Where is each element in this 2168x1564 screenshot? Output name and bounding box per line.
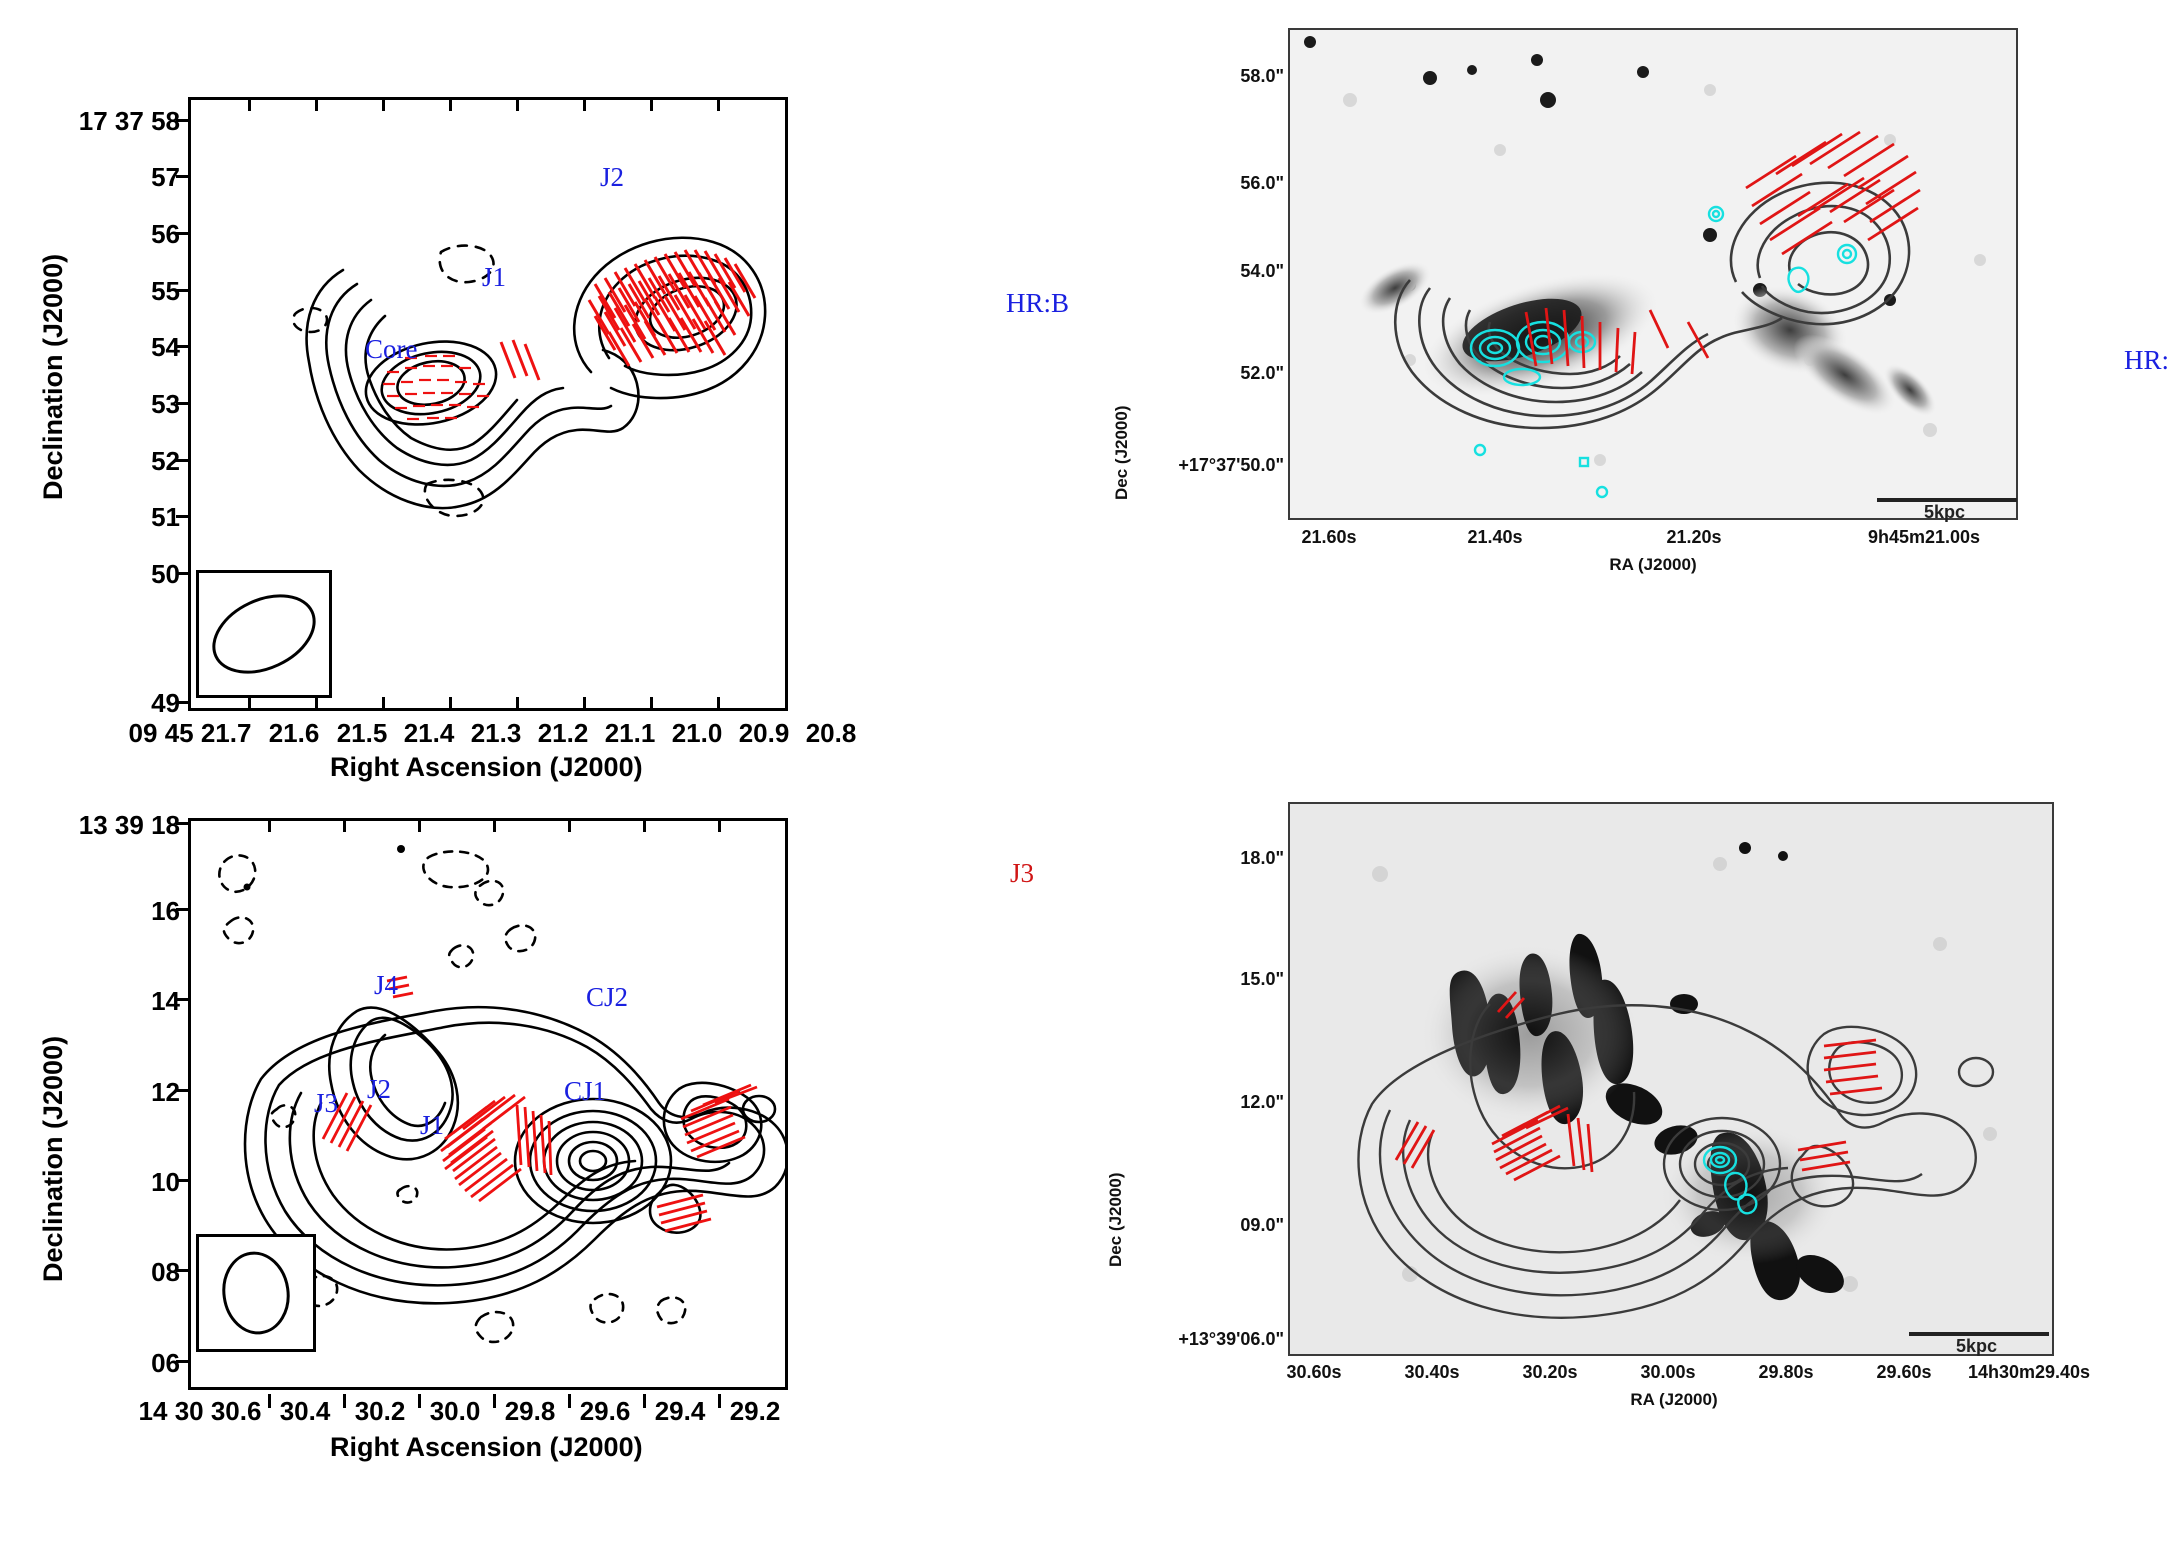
xtick-label: 9h45m21.00s xyxy=(1867,527,1981,547)
xtick-label: 29.8 xyxy=(504,1396,556,1426)
axis-label-y-bottom-right: Dec (J2000) xyxy=(1106,1172,1125,1267)
annotation-j4-bottom-left: J4 xyxy=(374,970,399,1000)
ytick-label: 54.0" xyxy=(1240,261,1284,281)
xtick-label: 21.5 xyxy=(336,718,388,748)
ytick-label: 53 xyxy=(151,389,180,419)
axis-label-x-bottom-left: Right Ascension (J2000) xyxy=(330,1432,643,1462)
polarization-vectors-j1 xyxy=(499,339,541,381)
panel-bottom-right: Dec (J2000) 18.0" 15.0" 12.0" 09.0" +13°… xyxy=(1010,782,2168,1564)
xtick-label: 09 45 21.7 xyxy=(128,718,252,748)
axis-label-x-top-right: RA (J2000) xyxy=(1609,555,1697,574)
ytick-label: +13°39'06.0" xyxy=(1178,1329,1284,1349)
optical-map-top-right xyxy=(1290,30,2016,518)
xtick-label: 30.00s xyxy=(1640,1362,1696,1382)
ytick-label: 50 xyxy=(151,559,180,589)
xtick-label: 20.9 xyxy=(738,718,790,748)
ytick-label: 08 xyxy=(151,1257,180,1287)
xtick-label: 30.2 xyxy=(354,1396,406,1426)
optical-map-bottom-right xyxy=(1290,804,2052,1354)
annotation-j2-top-left: J2 xyxy=(600,162,625,192)
xtick-label: 30.4 xyxy=(279,1396,331,1426)
xtick-label: 21.60s xyxy=(1301,527,1357,547)
annotation-cj2-bottom-left: CJ2 xyxy=(586,982,629,1012)
optical-image-bottom-right xyxy=(1288,802,2054,1356)
xtick-label: 21.40s xyxy=(1467,527,1523,547)
xtick-label: 30.20s xyxy=(1522,1362,1578,1382)
radio-map-top-left xyxy=(291,236,767,518)
scalebar-label-top-right: 5kpc xyxy=(1924,502,1966,522)
xtick-label: 29.4 xyxy=(654,1396,706,1426)
ytick-label: 51 xyxy=(151,502,180,532)
ytick-label: 13 39 18 xyxy=(78,810,180,840)
axis-label-x-bottom-right: RA (J2000) xyxy=(1630,1390,1718,1409)
annotation-j3-bottom-left: J3 xyxy=(314,1088,339,1118)
ytick-label: 06 xyxy=(151,1348,180,1378)
annotation-j2-bottom-left: J2 xyxy=(367,1074,392,1104)
ytick-label: 52.0" xyxy=(1240,363,1284,383)
ytick-label: 58.0" xyxy=(1240,66,1284,86)
panel-bottom-left: Declination (J2000) 13 39 18 16 14 12 10… xyxy=(0,782,1084,1564)
optical-image-top-right xyxy=(1288,28,2018,520)
annotation-core-top-left: Core xyxy=(365,334,418,364)
xtick-label: 21.6 xyxy=(268,718,320,748)
annotation-hr-b-top-right: HR:B xyxy=(1006,288,1070,318)
ytick-label: 55 xyxy=(151,276,180,306)
ytick-label: 14 xyxy=(151,986,180,1016)
ytick-label: 56.0" xyxy=(1240,173,1284,193)
axis-label-y-bottom-left: Declination (J2000) xyxy=(38,1035,68,1282)
ytick-label: 16 xyxy=(151,896,180,926)
xtick-label: 30.60s xyxy=(1286,1362,1342,1382)
ytick-label: 49 xyxy=(151,688,180,718)
annotation-cj1-bottom-left: CJ1 xyxy=(564,1076,607,1106)
xtick-label: 21.3 xyxy=(470,718,522,748)
xtick-label: 29.80s xyxy=(1758,1362,1814,1382)
ytick-label: +17°37'50.0" xyxy=(1178,455,1284,475)
beam-box-bottom-left xyxy=(196,1234,316,1352)
xtick-label: 21.1 xyxy=(604,718,656,748)
ytick-label: 54 xyxy=(151,332,180,362)
scalebar-label-bottom-right: 5kpc xyxy=(1956,1336,1998,1356)
annotation-j1-top-left: J1 xyxy=(482,262,507,292)
scalebar-line-bottom-right xyxy=(1909,1332,2049,1336)
xtick-label: 21.2 xyxy=(537,718,589,748)
xtick-label: 14 30 30.6 xyxy=(138,1396,262,1426)
annotation-j1-bottom-left: J1 xyxy=(420,1110,445,1140)
ytick-label: 12.0" xyxy=(1240,1092,1284,1112)
xtick-label: 21.20s xyxy=(1666,527,1722,547)
annotation-hr-a-top-right: HR:A xyxy=(2124,345,2168,375)
ytick-label: 10 xyxy=(151,1167,180,1197)
ytick-label: 57 xyxy=(151,162,180,192)
xtick-label: 29.6 xyxy=(579,1396,631,1426)
polarization-vectors-core xyxy=(383,354,489,421)
annotation-j3-bottom-right: J3 xyxy=(1010,858,1035,888)
axis-label-x-top-left: Right Ascension (J2000) xyxy=(330,752,643,782)
radio-map-bottom-left xyxy=(218,845,785,1344)
panel-top-right: Dec (J2000) 58.0" 56.0" 54.0" 52.0" +17°… xyxy=(1006,0,2168,782)
ytick-label: 18.0" xyxy=(1240,848,1284,868)
xtick-label: 30.40s xyxy=(1404,1362,1460,1382)
scalebar-line-top-right xyxy=(1877,498,2017,502)
ytick-label: 56 xyxy=(151,219,180,249)
xtick-label: 29.60s xyxy=(1876,1362,1932,1382)
ytick-label: 15.0" xyxy=(1240,969,1284,989)
ytick-label: 09.0" xyxy=(1240,1215,1284,1235)
xtick-label: 21.0 xyxy=(671,718,723,748)
xtick-label: 14h30m29.40s xyxy=(1967,1362,2091,1382)
beam-box-top-left xyxy=(196,570,332,698)
xtick-label: 21.4 xyxy=(403,718,455,748)
polarization-vectors-j2 xyxy=(587,249,757,367)
panel-top-left: Declination (J2000) 17 37 58 57 56 55 54… xyxy=(0,0,1084,782)
ytick-label: 12 xyxy=(151,1077,180,1107)
ytick-label: 17 37 58 xyxy=(78,106,180,136)
xtick-label: 20.8 xyxy=(805,718,857,748)
xtick-label: 30.0 xyxy=(429,1396,481,1426)
plot-area-bottom-left xyxy=(188,818,788,1390)
polarization-vectors-bottom-left xyxy=(321,975,758,1233)
ytick-label: 52 xyxy=(151,446,180,476)
xtick-label: 29.2 xyxy=(729,1396,781,1426)
